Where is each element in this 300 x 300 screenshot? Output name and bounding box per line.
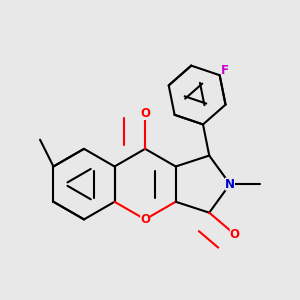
Text: N: N <box>225 178 235 190</box>
Text: O: O <box>230 228 240 241</box>
Text: O: O <box>140 213 150 226</box>
Text: F: F <box>221 64 229 77</box>
Text: O: O <box>140 107 150 120</box>
